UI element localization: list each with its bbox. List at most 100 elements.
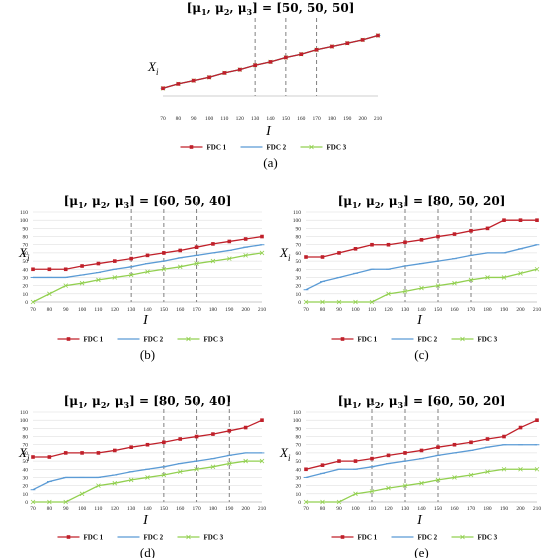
y-axis-label: Xi: [18, 445, 30, 463]
x-tick-label: 120: [236, 116, 245, 122]
x-tick-label: 160: [176, 307, 185, 313]
y-tick-label: 0: [25, 300, 28, 306]
y-tick-label: 100: [20, 218, 29, 224]
series-marker: [386, 242, 391, 247]
series-marker: [194, 466, 199, 472]
y-tick-label: 90: [23, 226, 29, 232]
chart-panel: [μ1, μ2, μ3] = [60, 50, 40]0102030405060…: [18, 194, 266, 362]
x-tick-label: 70: [160, 116, 166, 122]
y-tick-label: 40: [296, 267, 302, 273]
panel-caption: (a): [263, 155, 277, 170]
title-mu-sub: 3: [398, 200, 404, 210]
series-marker: [337, 459, 341, 463]
series-marker: [452, 442, 457, 447]
title-mu: μ: [238, 1, 247, 15]
y-tick-label: 90: [23, 426, 29, 432]
series-marker: [79, 280, 85, 286]
series-line-fdc3: [33, 460, 262, 503]
series-marker: [485, 437, 490, 441]
x-tick-label: 70: [30, 506, 36, 512]
y-tick-label: 10: [296, 492, 302, 498]
series-marker: [303, 499, 309, 505]
y-tick-label: 30: [23, 275, 29, 281]
title-mu: μ: [389, 194, 398, 208]
series-marker: [237, 67, 242, 72]
x-tick-label: 140: [417, 506, 426, 512]
x-tick-label: 110: [94, 506, 102, 512]
y-tick-label: 90: [296, 426, 302, 432]
title-mu: μ: [343, 394, 352, 408]
y-tick-label: 40: [296, 467, 302, 473]
y-tick-label: 20: [296, 484, 302, 490]
series-marker: [178, 248, 183, 253]
series-marker: [386, 453, 391, 458]
y-axis-label-main: X: [279, 245, 289, 260]
legend-label: FDC 1: [84, 336, 104, 344]
x-tick-label: 200: [516, 307, 525, 313]
x-tick-label: 210: [533, 307, 542, 313]
series-marker: [227, 429, 232, 433]
title-mu: μ: [92, 194, 101, 208]
title-mu-sub: 3: [124, 200, 130, 210]
x-tick-label: 150: [160, 307, 169, 313]
series-marker: [189, 145, 194, 149]
series-marker: [320, 299, 325, 305]
legend-label: FDC 1: [358, 336, 378, 344]
title-mu: μ: [115, 194, 124, 208]
series-marker: [128, 477, 134, 483]
y-axis-label: Xi: [18, 245, 30, 263]
series-marker: [468, 277, 474, 283]
title-mu: μ: [192, 1, 201, 15]
chart-title: [μ1, μ2, μ3] = [80, 50, 40]: [64, 394, 232, 410]
x-tick-label: 70: [303, 506, 309, 512]
series-marker: [353, 491, 358, 497]
series-marker: [145, 253, 150, 258]
x-tick-label: 80: [320, 506, 326, 512]
title-sep: ,: [358, 194, 366, 208]
series-marker: [145, 269, 150, 275]
y-axis-label-sub: i: [288, 453, 291, 463]
chart-panel: [μ1, μ2, μ3] = [60, 50, 20]0102030405060…: [279, 394, 541, 558]
series-marker: [80, 451, 84, 455]
x-tick-label: 210: [533, 506, 542, 512]
series-marker: [452, 475, 457, 480]
series-marker: [460, 336, 465, 342]
series-marker: [353, 299, 358, 305]
series-marker: [96, 277, 101, 283]
x-tick-label: 170: [467, 307, 476, 313]
y-tick-label: 30: [23, 475, 29, 481]
series-marker: [96, 483, 101, 488]
y-tick-label: 110: [293, 410, 301, 416]
x-tick-label: 150: [160, 506, 169, 512]
series-marker: [386, 485, 391, 491]
series-marker: [303, 299, 309, 305]
y-tick-label: 30: [296, 275, 302, 281]
title-values: [60, 50, 20]: [427, 394, 505, 408]
x-tick-label: 100: [351, 506, 360, 512]
title-sep: ] =: [129, 194, 153, 208]
x-tick-label: 200: [242, 506, 251, 512]
legend-label: FDC 2: [418, 336, 438, 344]
y-axis-label-main: X: [18, 245, 28, 260]
x-tick-label: 180: [209, 506, 218, 512]
title-sep: ] =: [403, 394, 427, 408]
series-marker: [162, 251, 166, 255]
title-bracket: [: [338, 194, 344, 208]
x-tick-label: 110: [368, 307, 376, 313]
y-tick-label: 90: [296, 226, 302, 232]
y-axis-label: Xi: [279, 445, 291, 463]
title-mu: μ: [215, 1, 224, 15]
series-marker: [518, 271, 523, 276]
series-marker: [112, 259, 117, 263]
x-tick-label: 150: [434, 506, 443, 512]
y-tick-label: 110: [293, 210, 301, 216]
series-marker: [161, 86, 165, 91]
series-marker: [178, 437, 183, 441]
x-tick-label: 170: [192, 506, 201, 512]
x-tick-label: 120: [384, 307, 393, 313]
legend-label: FDC 3: [478, 336, 498, 344]
series-marker: [501, 466, 507, 472]
legend-label: FDC 3: [204, 534, 224, 542]
series-marker: [243, 237, 248, 241]
series-marker: [370, 242, 374, 247]
